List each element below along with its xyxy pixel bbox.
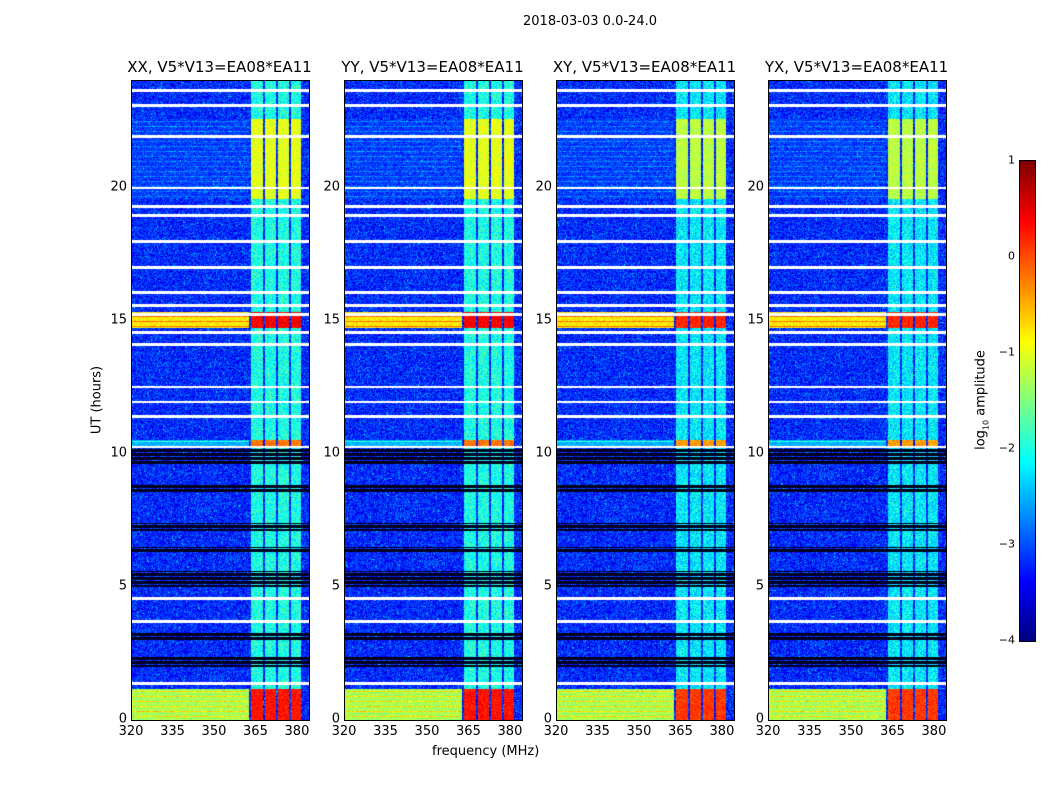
y-tick-label: 15 [323,312,340,328]
x-tick-label: 380 [921,724,947,739]
colorbar [1019,160,1036,642]
heatmap-panel [556,80,735,721]
y-tick-label: 0 [755,711,764,727]
y-tick-label: 15 [110,312,127,328]
colorbar-label: log10 amplitude [974,350,991,450]
heatmap-panel [131,80,310,721]
y-tick-label: 15 [747,312,764,328]
y-tick-label: 20 [323,179,340,194]
y-tick-label: 5 [331,578,340,594]
heatmap-panel [344,80,523,721]
y-tick-label: 15 [535,312,552,328]
y-tick-label: 0 [118,711,127,727]
y-tick-label: 5 [118,578,127,594]
colorbar-tick-label: −1 [998,345,1015,359]
x-tick-label: 380 [284,724,310,739]
y-tick-label: 20 [747,179,764,194]
x-tick-label: 335 [373,724,398,739]
x-tick-label: 365 [456,724,481,739]
x-tick-label: 380 [497,724,523,739]
heatmap-image [557,81,734,720]
x-tick-label: 365 [668,724,693,739]
heatmap-image [132,81,309,720]
colorbar-label-sub: 10 [981,419,991,431]
y-tick-label: 10 [110,445,127,461]
x-tick-label: 350 [626,724,652,739]
x-tick-label: 320 [755,724,781,739]
panel-title: YX, V5*V13=EA08*EA11 [764,58,949,76]
x-tick-label: 350 [838,724,864,739]
y-tick-label: 20 [535,179,552,194]
y-tick-label: 20 [110,179,127,194]
x-axis-label: frequency (MHz) [432,744,540,759]
x-tick-label: 320 [331,724,357,739]
panel-title: YY, V5*V13=EA08*EA11 [341,58,524,76]
x-tick-label: 380 [709,724,735,739]
colorbar-tick-label: −3 [998,537,1015,551]
colorbar-tick-label: 1 [1008,153,1015,167]
panel-title: XY, V5*V13=EA08*EA11 [552,58,737,76]
y-tick-label: 5 [755,578,764,594]
y-tick-label: 10 [323,445,340,461]
colorbar-tick-label: −4 [998,633,1015,647]
panel-title: XX, V5*V13=EA08*EA11 [127,58,312,76]
colorbar-tick-label: 0 [1008,249,1015,263]
x-tick-label: 320 [543,724,569,739]
heatmap-image [345,81,522,720]
colorbar-tick-label: −2 [998,441,1015,455]
y-tick-label: 5 [543,578,552,594]
heatmap-image [769,81,946,720]
figure-title: 2018-03-03 0.0-24.0 [523,14,657,29]
y-tick-label: 0 [331,711,340,727]
colorbar-label-main: log [973,430,989,450]
colorbar-label-rest: amplitude [973,350,989,420]
x-tick-label: 335 [585,724,610,739]
x-tick-label: 365 [880,724,905,739]
y-tick-label: 0 [543,711,552,727]
x-tick-label: 335 [160,724,185,739]
y-axis-label: UT (hours) [89,365,105,435]
x-tick-label: 335 [797,724,822,739]
x-tick-label: 365 [243,724,268,739]
x-tick-label: 350 [201,724,227,739]
x-tick-label: 350 [414,724,440,739]
y-tick-label: 10 [747,445,764,461]
heatmap-panel [768,80,947,721]
x-tick-label: 320 [118,724,144,739]
y-tick-label: 10 [535,445,552,461]
